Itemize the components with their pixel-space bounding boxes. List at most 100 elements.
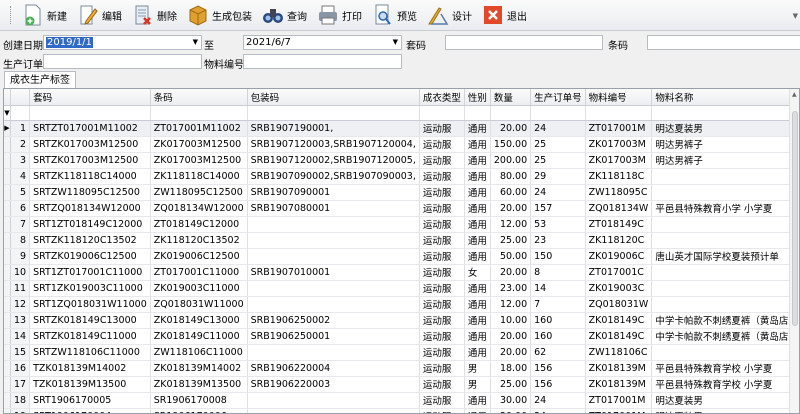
table-row[interactable]: 6 SRTZQ018134W12000 ZQ018134W12000 SRB19070… [4,200,799,217]
column-header[interactable]: 包装码 [247,89,420,106]
table-cell: SR1906170006 [150,408,248,413]
table-cell: SRTZW118106C11000 [29,344,151,361]
table-cell: ZT017001M11002 [150,120,248,137]
toolbar-button-binoculars[interactable]: 查询 [258,2,311,28]
toolbar-button-design[interactable]: 设计 [423,2,476,28]
scrollbar-thumb[interactable] [792,111,798,326]
toolbar-button-package-box[interactable]: 生成包装 [183,2,256,28]
filter-row: ▼ [4,105,799,121]
suit-code-input[interactable] [445,35,603,50]
toolbar-grip[interactable] [10,6,12,24]
table-cell: SRTZK118120C13502 [29,232,151,249]
row-indicator [4,408,11,413]
table-row[interactable]: 4 SRTZK118118C14000 ZK118118C14000 SRB19070… [4,168,799,185]
table-row[interactable]: ▶ 1 SRTZT017001M11002 ZT017001M11002 SRB1907… [4,120,799,137]
column-header[interactable]: 条码 [150,89,248,106]
table-cell: 运动服 [419,248,465,265]
table-row[interactable]: 13 SRTZK018149C13000 ZK018149C13000 SRB1906… [4,312,799,329]
table-cell: 平邑县特殊教育学校 小学夏 [651,376,799,393]
filter-cell[interactable] [10,105,31,121]
table-cell: 5 [10,184,31,201]
table-row[interactable]: 8 SRTZK118120C13502 ZK118120C13502 运动服 通用 25.… [4,232,799,249]
scroll-up-icon[interactable]: ▲ [792,91,797,98]
table-row[interactable]: 9 SRTZK019006C12500 ZK019006C12500 运动服 通用 50.… [4,248,799,265]
table-cell: 运动服 [419,376,465,393]
table-row[interactable]: 17 TZK018139M13500 ZK018139M13500 SRB190622… [4,376,799,393]
table-row[interactable]: 19SRT1906170004SR1906170006 运动服通用20.0024Z… [4,408,799,413]
table-row[interactable]: 18 SRT1906170005 SR1906170008 运动服 通用 30.00 24 Z… [4,392,799,409]
table-cell: 62 [530,344,586,361]
table-row[interactable]: 15 SRTZW118106C11000 ZW118106C11000 运动服 通用 20… [4,344,799,361]
table-cell: 13 [10,312,31,329]
table-cell: 20.00 [490,120,532,137]
row-indicator [4,248,11,265]
filter-icon: ▼ [4,105,11,121]
toolbar-button-exit[interactable]: 退出 [478,2,531,28]
table-cell: 通用 [464,136,491,153]
table-cell: 8 [530,264,586,281]
toolbar-button-edit[interactable]: 编辑 [73,2,126,28]
filter-cell[interactable] [150,105,248,121]
column-header[interactable]: 性别 [464,89,491,106]
vertical-scrollbar[interactable]: ▲ [789,89,799,413]
column-header[interactable]: 生产订单号 [530,89,586,106]
table-cell: 30.00 [490,392,532,409]
column-header[interactable]: 套码 [29,89,151,106]
table-row[interactable]: 10 SRT1ZT017001C11000 ZT017001C11000 SRB190… [4,264,799,281]
table-row[interactable]: 14 SRTZK018149C11000 ZK018149C11000 SRB1906… [4,328,799,345]
row-indicator [4,200,11,217]
barcode-input[interactable] [647,35,800,50]
table-row[interactable]: 16 TZK018139M14002 ZK018139M14002 SRB190622… [4,360,799,377]
header-indicator [4,89,11,106]
filter-cell[interactable] [651,105,799,121]
toolbar: 新建 编辑 删除 生成包装 查询 打印 预览 设计 退出 ▼ [0,0,800,31]
table-cell: 通用 [464,200,491,217]
table-cell: SRTZW118095C12500 [29,184,151,201]
order-input[interactable] [43,54,202,69]
column-header[interactable]: 物料编号 [585,89,653,106]
table-cell: 25.00 [490,376,532,393]
toolbar-button-printer[interactable]: 打印 [313,2,366,28]
filter-cell[interactable] [247,105,420,121]
filter-cell[interactable] [419,105,465,121]
table-row[interactable]: 7 SRT1ZT018149C12000 ZT018149C12000 运动服 通用 12… [4,216,799,233]
table-row[interactable]: 12 SRT1ZQ018031W11000 ZQ018031W11000 运动服 通用 1… [4,296,799,313]
table-row[interactable]: 2 SRTZK017003M12500 ZK017003M12500 SRB19071… [4,136,799,153]
table-cell: 24 [530,408,586,413]
table-cell: 3 [10,152,31,169]
filter-cell[interactable] [464,105,491,121]
created-from-date-picker[interactable]: 2019/1/1 ▼ [43,35,202,50]
to-label: 至 [204,41,214,52]
table-cell: ZK118118C14000 [150,168,248,185]
tab-garment-labels[interactable]: 成衣生产标签 [4,71,76,89]
table-cell: 25.00 [490,232,532,249]
column-header[interactable]: 成衣类型 [419,89,465,106]
filter-cell[interactable] [530,105,586,121]
chevron-down-icon[interactable]: ▼ [392,38,398,46]
table-cell: SRB1907190001, [247,120,420,137]
table-cell: 150.00 [490,136,532,153]
material-input[interactable] [243,54,402,69]
created-to-date-picker[interactable]: 2021/6/7 ▼ [243,35,402,50]
table-row[interactable]: 3 SRTZK017003M12500 ZK017003M12500 SRB19071… [4,152,799,169]
table-cell: ZK017003M12500 [150,152,248,169]
toolbar-button-preview-magnifier[interactable]: 预览 [368,2,421,28]
table-row[interactable]: 11 SRT1ZK019003C11000 ZK019003C11000 运动服 通用 2… [4,280,799,297]
toolbar-overflow-icon[interactable]: ▼ [792,12,798,20]
toolbar-button-new-document[interactable]: 新建 [18,2,71,28]
toolbar-button-delete[interactable]: 删除 [128,2,181,28]
table-cell: 通用 [464,328,491,345]
table-cell: SRT1ZK019003C11000 [29,280,151,297]
material-label: 物料编号 [204,60,244,71]
filter-cell[interactable] [29,105,151,121]
table-cell: 通用 [464,168,491,185]
filter-cell[interactable] [490,105,532,121]
table-cell: 平邑县特殊教育小学 小学夏 [651,200,799,217]
column-header[interactable]: 数量 [490,89,532,106]
delete-icon [132,4,154,26]
chevron-down-icon[interactable]: ▼ [192,38,198,46]
column-header[interactable]: 物料名称 [651,89,799,106]
table-row[interactable]: 5 SRTZW118095C12500 ZW118095C12500 SRB19070… [4,184,799,201]
table-cell [247,280,420,297]
filter-cell[interactable] [585,105,653,121]
